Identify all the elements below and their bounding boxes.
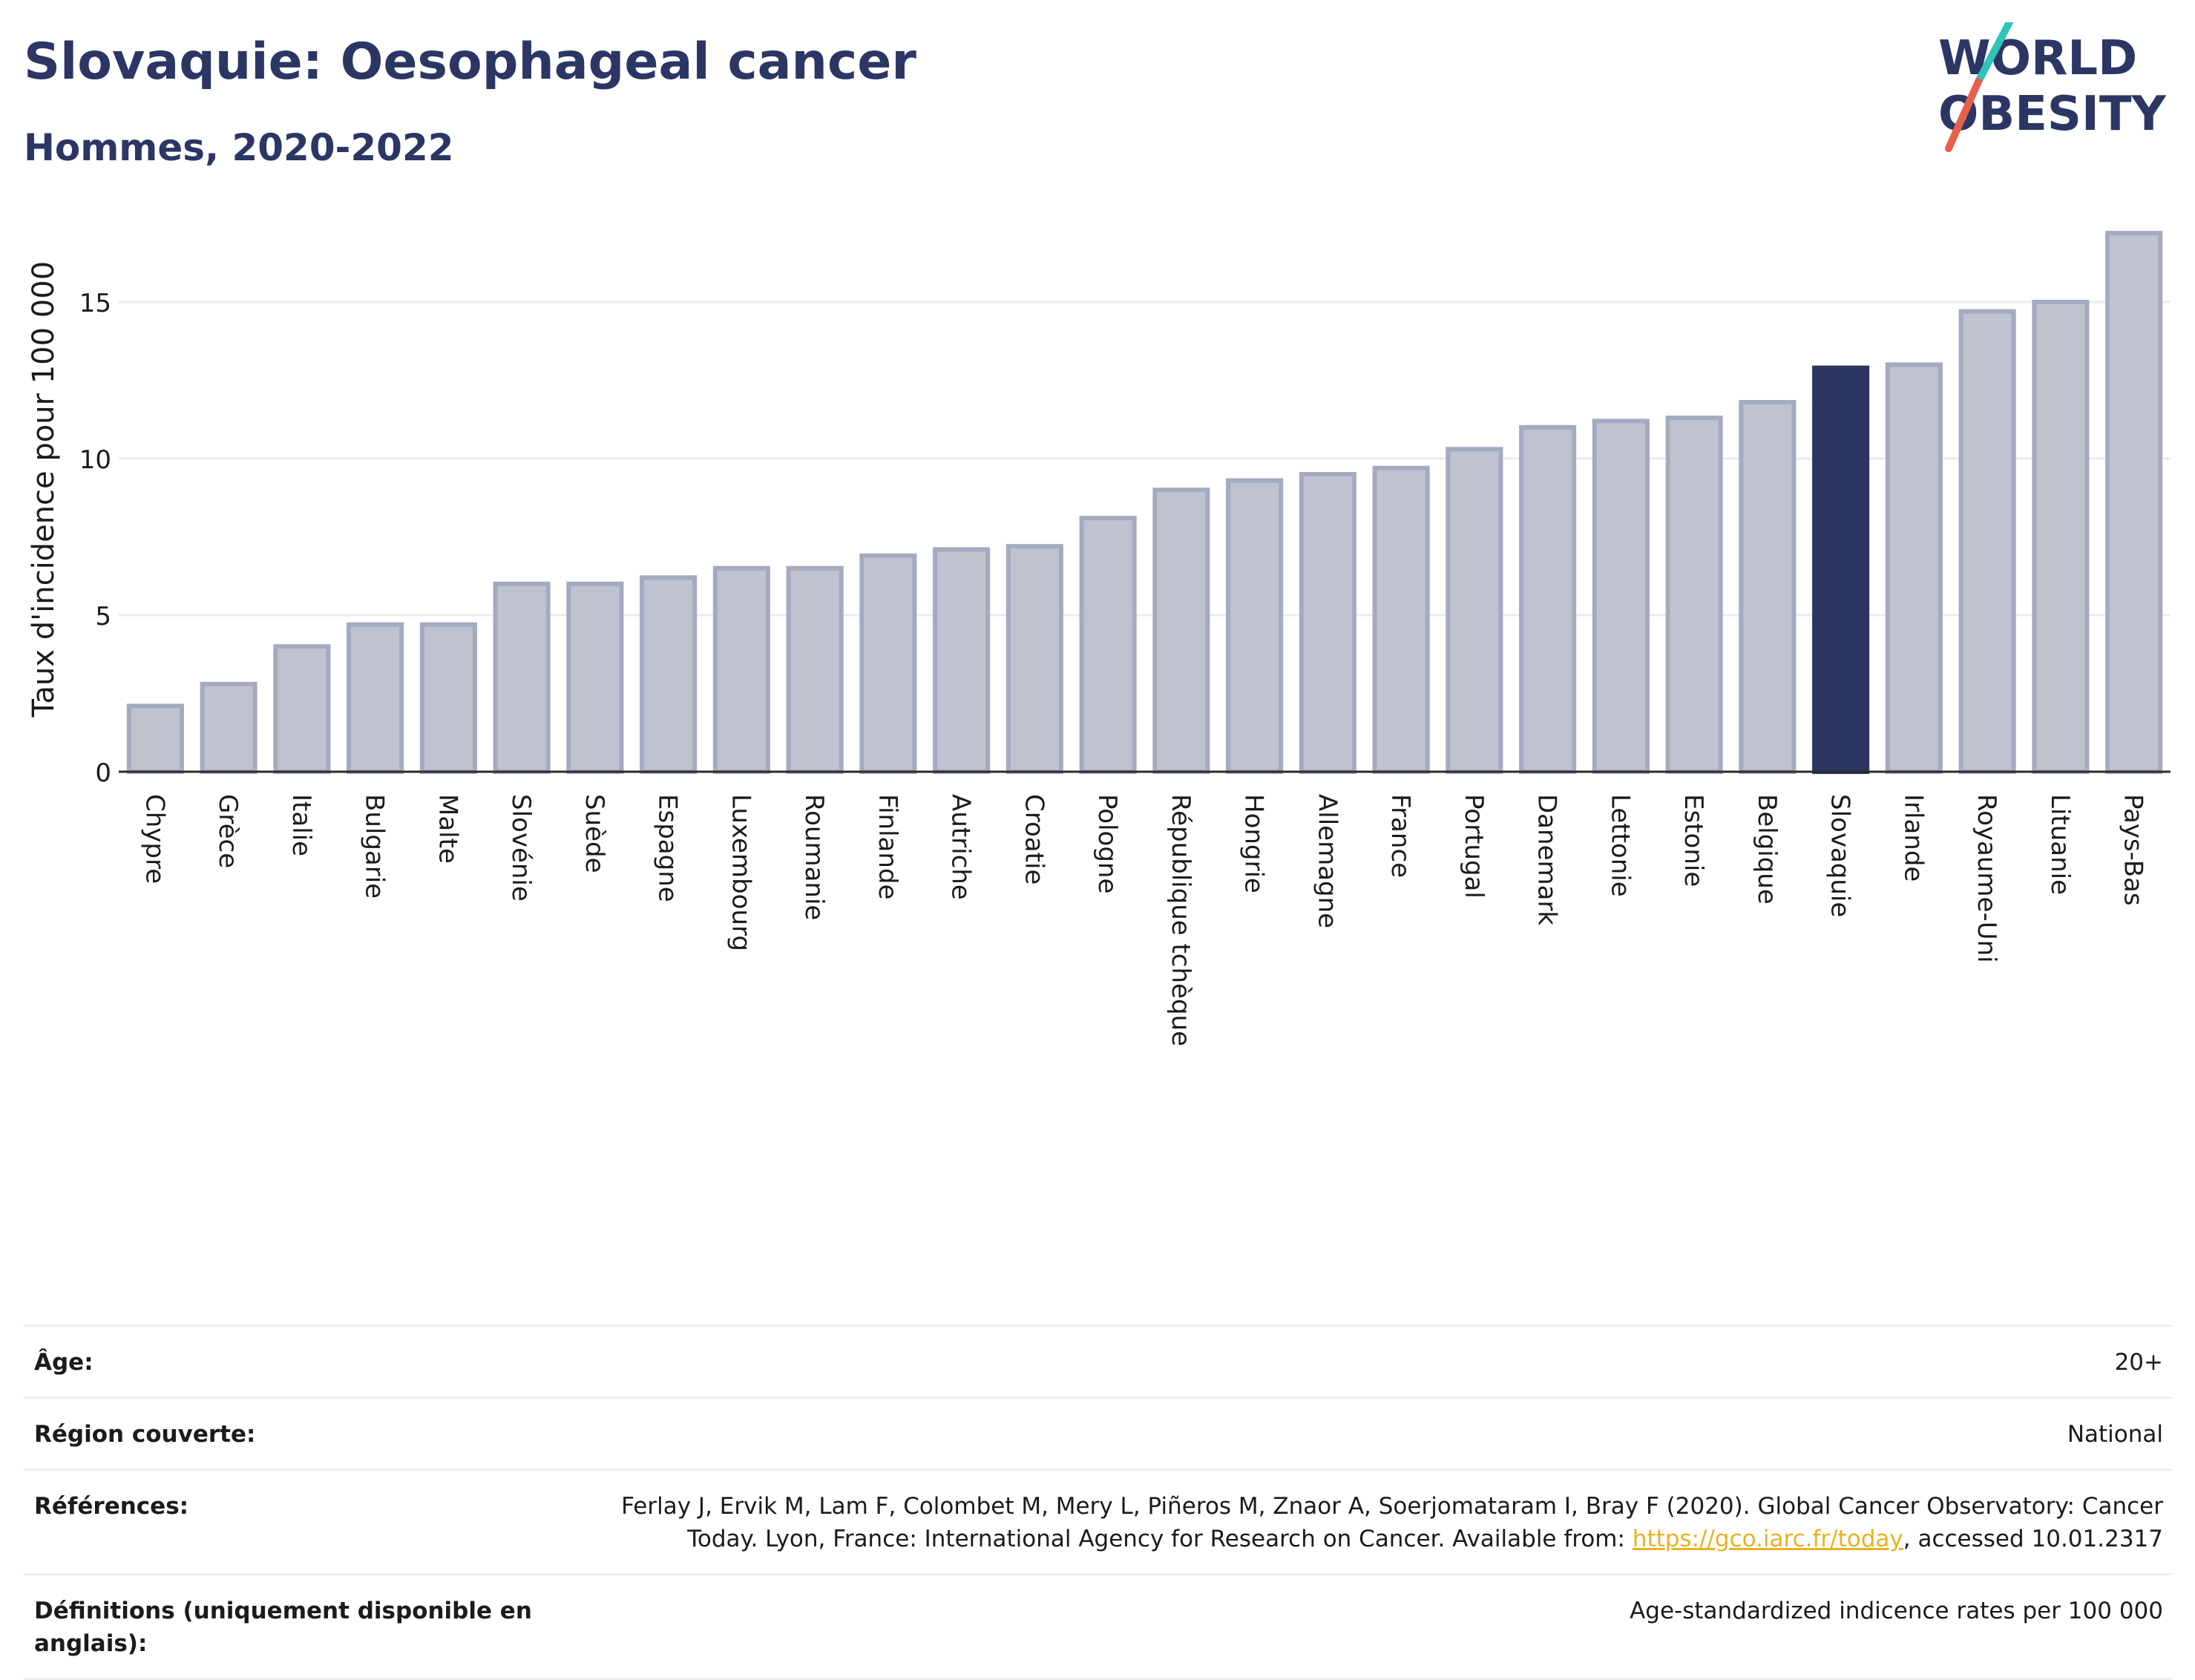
bar-pologne	[1079, 516, 1137, 774]
bar-pays-bas	[2105, 231, 2163, 775]
bar-malte	[419, 622, 477, 774]
x-tick-label: Hongrie	[1239, 794, 1269, 893]
bar-belgique	[1739, 400, 1797, 774]
meta-row-definitions: Définitions (uniquement disponible en an…	[24, 1574, 2172, 1679]
meta-row-region: Région couverte: National	[24, 1397, 2172, 1470]
bar-roumanie	[786, 565, 844, 774]
bar-luxembourg	[712, 565, 770, 774]
bar-chart: Chypre Grèce Italie Bulgarie Malte Slovénie Su…	[27, 231, 2171, 1046]
bar-finlande	[859, 553, 917, 774]
x-tick-label: Suède	[580, 794, 609, 873]
x-tick-label: Bulgarie	[360, 794, 390, 899]
logo-slash-top	[1975, 22, 2013, 85]
bar-irlande	[1885, 362, 1943, 774]
reference-text-line1: Ferlay J, Ervik M, Lam F, Colombet M, Me…	[621, 1493, 2163, 1520]
logo-slash-bottom	[1945, 78, 1982, 152]
x-tick-label: Italie	[286, 794, 316, 856]
bar-hongrie	[1226, 478, 1284, 774]
meta-value-region: National	[2067, 1421, 2163, 1448]
x-tick-label: Irlande	[1898, 794, 1928, 882]
meta-key-age: Âge:	[34, 1349, 93, 1376]
bar-royaume-uni	[1958, 309, 2016, 775]
x-tick-label: Estonie	[1679, 794, 1708, 887]
x-tick-label: Slovaquie	[1825, 794, 1855, 917]
bars	[126, 231, 2163, 775]
meta-value-age: 20+	[2114, 1349, 2163, 1376]
bar-croatie	[1005, 544, 1063, 774]
x-tick-label: Croatie	[1019, 794, 1049, 885]
bar-slov-nie	[493, 581, 551, 774]
bar-danemark	[1519, 424, 1577, 774]
y-tick-label: 15	[79, 289, 111, 318]
bar-italie	[273, 644, 331, 775]
logo-word-obesity: OBESITY	[1938, 87, 2166, 142]
x-tick-label: France	[1385, 794, 1415, 878]
meta-row-references: Références: Ferlay J, Ervik M, Lam F, Co…	[24, 1469, 2172, 1575]
x-tick-label: Danemark	[1532, 794, 1562, 925]
x-tick-label: Finlande	[873, 794, 902, 899]
bar-portugal	[1446, 447, 1503, 775]
reference-text-line2: Today. Lyon, France: International Agenc…	[687, 1526, 1633, 1552]
x-tick-label: Chypre	[140, 794, 169, 884]
y-tick-label: 0	[95, 758, 111, 788]
y-tick-label: 5	[95, 602, 111, 631]
x-tick-label: Portugal	[1459, 794, 1489, 899]
bar-allemagne	[1299, 472, 1356, 774]
meta-row-age: Âge: 20+	[24, 1325, 2172, 1398]
y-axis-label: Taux d'incidence pour 100 000	[27, 261, 61, 718]
bar-france	[1372, 465, 1430, 774]
reference-text-accessed: , accessed 10.01.2317	[1903, 1526, 2163, 1552]
x-tick-label: Pays-Bas	[2119, 794, 2148, 906]
meta-value-definitions: Age-standardized indicence rates per 100…	[1630, 1598, 2163, 1624]
metadata-table: Âge: 20+ Région couverte: National Référ…	[24, 1325, 2172, 1680]
x-tick-label: Slovénie	[506, 794, 536, 902]
x-tick-label: Malte	[433, 794, 462, 864]
bar-chypre	[126, 703, 184, 775]
x-tick-label: Allemagne	[1312, 794, 1342, 928]
meta-key-region: Région couverte:	[34, 1421, 256, 1448]
x-tick-label: Grèce	[213, 794, 243, 868]
chart-subtitle: Hommes, 2020-2022	[24, 126, 454, 169]
meta-key-references: Références:	[34, 1493, 189, 1520]
x-tick-label: Lituanie	[2045, 794, 2075, 895]
bar-gr-ce	[200, 681, 257, 775]
y-tick-label: 10	[79, 445, 111, 475]
bar-r-publique-tch-que	[1152, 488, 1210, 774]
y-tick-labels: 0 5 10 15	[79, 289, 111, 788]
x-tick-label: République tchèque	[1166, 794, 1195, 1046]
world-obesity-logo: WORLD OBESITY	[1938, 22, 2166, 152]
bar-slovaquie	[1812, 365, 1870, 774]
bar-bulgarie	[347, 622, 404, 774]
x-tick-label: Luxembourg	[726, 794, 755, 951]
bar-autriche	[933, 547, 991, 774]
x-tick-label: Roumanie	[799, 794, 829, 920]
bar-su-de	[566, 581, 624, 774]
bar-espagne	[640, 575, 698, 774]
chart-title: Slovaquie: Oesophageal cancer	[24, 33, 916, 91]
x-tick-label: Espagne	[653, 794, 683, 902]
x-tick-label: Autriche	[946, 794, 976, 900]
meta-key-definitions: Définitions (uniquement disponible en an…	[34, 1598, 532, 1657]
x-tick-label: Pologne	[1092, 794, 1122, 893]
bar-lettonie	[1592, 419, 1650, 774]
bar-estonie	[1665, 416, 1723, 774]
reference-link[interactable]: https://gco.iarc.fr/today	[1632, 1526, 1903, 1552]
x-tick-label: Royaume-Uni	[1972, 794, 2001, 963]
x-tick-labels: Chypre Grèce Italie Bulgarie Malte Slovénie Su…	[140, 794, 2148, 1046]
bar-lituanie	[2032, 300, 2090, 774]
meta-value-references: Ferlay J, Ervik M, Lam F, Colombet M, Me…	[562, 1470, 2172, 1575]
x-tick-label: Belgique	[1752, 794, 1782, 905]
x-tick-label: Lettonie	[1605, 794, 1635, 897]
logo-word-world: WORLD	[1938, 31, 2137, 86]
